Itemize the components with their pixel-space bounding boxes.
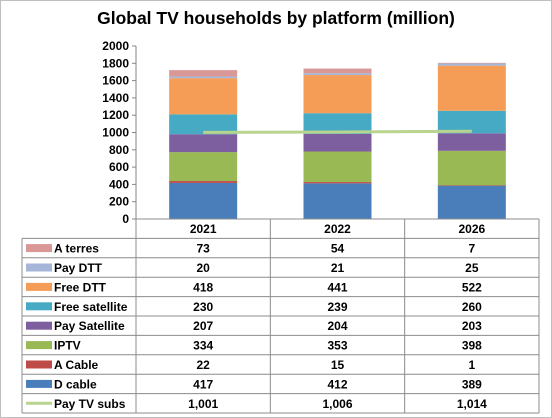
bar-segment	[303, 183, 372, 219]
y-tick-label: 600	[109, 160, 129, 174]
data-label: 204	[327, 319, 347, 333]
category-label: 2026	[458, 222, 485, 236]
legend-label: D cable	[54, 377, 97, 391]
data-label: 418	[193, 280, 213, 294]
legend-label: A terres	[54, 242, 99, 256]
y-tick-label: 400	[109, 177, 129, 191]
data-label: 1,014	[457, 397, 487, 411]
bar-segment	[437, 62, 506, 64]
data-label: 25	[465, 261, 479, 275]
bar-segment	[169, 78, 238, 115]
category-label: 2021	[190, 222, 217, 236]
data-label: 398	[462, 339, 482, 353]
data-label: 207	[193, 319, 213, 333]
bar-segment	[169, 114, 238, 135]
bar-segment	[169, 134, 238, 153]
data-label: 1,001	[188, 397, 218, 411]
legend-label: Free satellite	[54, 300, 128, 314]
data-label: 334	[193, 339, 213, 353]
data-label: 260	[462, 300, 482, 314]
bar-segment	[303, 113, 372, 134]
bar-segment	[303, 151, 372, 183]
bar-segment	[437, 150, 506, 186]
bar-segment	[303, 75, 372, 114]
legend-label: Pay TV subs	[54, 397, 126, 411]
bar-segment	[437, 110, 506, 134]
data-label: 441	[327, 280, 347, 294]
data-label: 73	[196, 242, 210, 256]
y-tick-label: 800	[109, 143, 129, 157]
bar-segment	[437, 185, 506, 219]
legend-swatch	[26, 341, 52, 350]
legend-label: Free DTT	[54, 280, 107, 294]
data-label: 22	[196, 358, 210, 372]
data-label: 21	[331, 261, 345, 275]
legend-swatch	[26, 302, 52, 311]
data-label: 239	[327, 300, 347, 314]
data-label: 353	[327, 339, 347, 353]
data-label: 7	[468, 242, 475, 256]
data-label: 15	[331, 358, 345, 372]
category-label: 2022	[324, 222, 351, 236]
data-label: 1,006	[322, 397, 352, 411]
bar-segment	[169, 76, 238, 79]
bar-segment	[303, 73, 372, 76]
y-tick-label: 1400	[102, 91, 129, 105]
legend-label: Pay Satellite	[54, 319, 125, 333]
data-label: 417	[193, 377, 213, 391]
data-label: 54	[331, 242, 345, 256]
legend-swatch	[26, 321, 52, 330]
legend-swatch	[26, 244, 52, 253]
y-tick-label: 2000	[102, 39, 129, 53]
y-tick-label: 1200	[102, 108, 129, 122]
data-label: 412	[327, 377, 347, 391]
bar-segment	[169, 182, 238, 219]
y-tick-label: 1800	[102, 56, 129, 70]
y-tick-label: 200	[109, 195, 129, 209]
legend-swatch	[26, 379, 52, 388]
data-label: 230	[193, 300, 213, 314]
legend-swatch	[26, 263, 52, 272]
bar-segment	[437, 185, 506, 186]
bar-segment	[303, 182, 372, 184]
bar-segment	[437, 65, 506, 111]
y-tick-label: 0	[122, 212, 129, 226]
y-tick-label: 1000	[102, 126, 129, 140]
y-tick-label: 1600	[102, 74, 129, 88]
chart-title: Global TV households by platform (millio…	[97, 8, 455, 28]
bar-segment	[437, 63, 506, 66]
bar-segment	[437, 133, 506, 151]
data-label: 1	[468, 358, 475, 372]
legend-label: A Cable	[54, 358, 99, 372]
data-label: 20	[196, 261, 210, 275]
bar-segment	[303, 68, 372, 74]
pay-tv-subs-line	[203, 129, 472, 134]
bar-segment	[169, 152, 238, 182]
legend-label: IPTV	[54, 339, 81, 353]
bar-segment	[169, 70, 238, 77]
legend-label: Pay DTT	[54, 261, 103, 275]
legend-swatch	[26, 282, 52, 291]
bar-segment	[169, 181, 238, 183]
bar-segment	[303, 133, 372, 152]
data-label: 522	[462, 280, 482, 294]
data-label: 389	[462, 377, 482, 391]
legend-swatch	[26, 360, 52, 369]
data-label: 203	[462, 319, 482, 333]
